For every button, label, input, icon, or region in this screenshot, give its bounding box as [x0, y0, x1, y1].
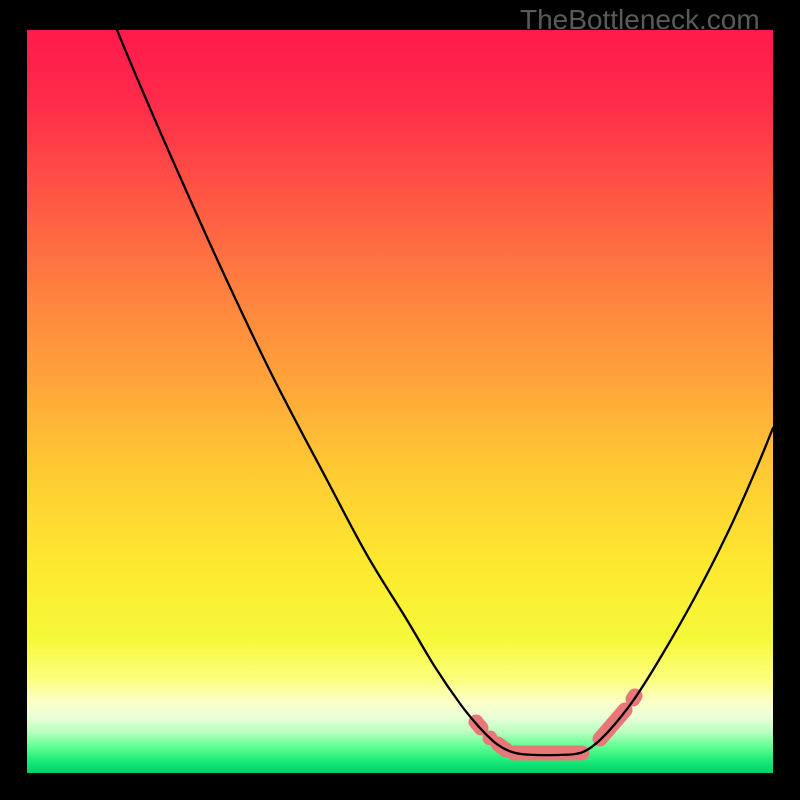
chart-frame: [27, 30, 773, 773]
bottleneck-chart: [27, 30, 773, 773]
watermark-text: TheBottleneck.com: [520, 4, 760, 36]
gradient-background: [27, 30, 773, 773]
